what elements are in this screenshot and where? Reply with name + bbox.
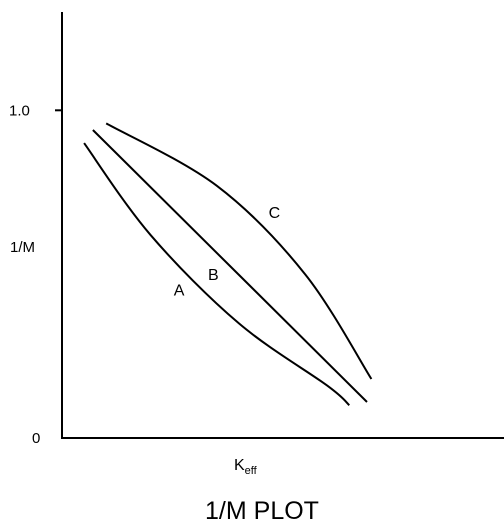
- series-c-label: C: [269, 205, 281, 222]
- x-axis-label: Keff: [234, 457, 258, 477]
- series-b-line: [92, 129, 368, 403]
- y-tick-label: 0: [32, 430, 40, 447]
- chart-title: 1/M PLOT: [205, 497, 319, 525]
- y-axis-label: 1/M: [10, 239, 35, 256]
- series-a-line: [83, 142, 350, 406]
- series-a-label: A: [174, 282, 185, 299]
- series-c-line: [105, 122, 373, 380]
- y-tick-label: 1.0: [9, 102, 30, 119]
- series-b-label: B: [208, 267, 219, 284]
